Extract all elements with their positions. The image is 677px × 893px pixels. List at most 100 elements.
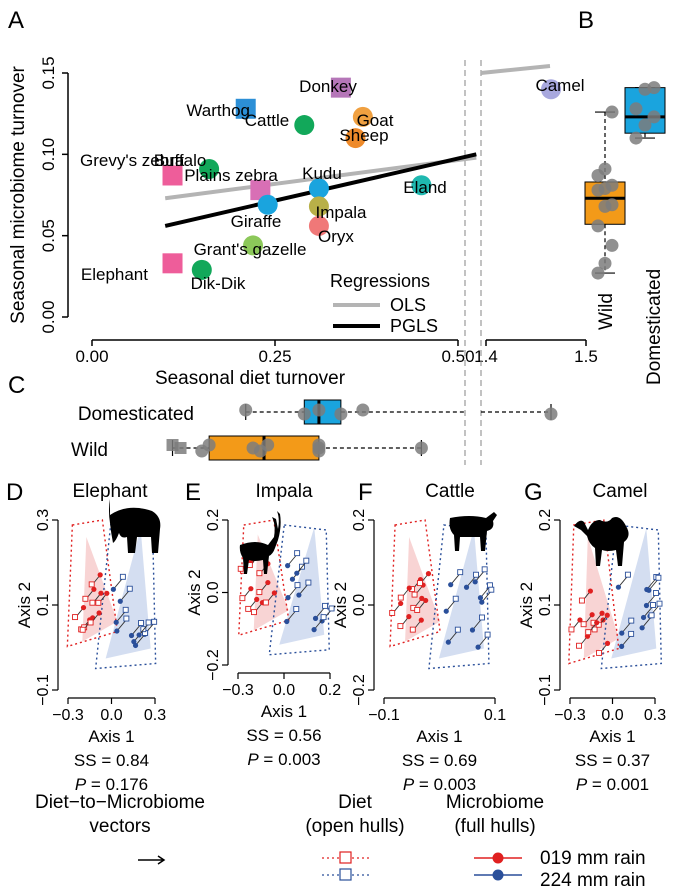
a-x-tick-label: 0.25 bbox=[258, 347, 291, 366]
ord-diet-blue bbox=[648, 612, 655, 619]
c-point-wild bbox=[261, 438, 275, 452]
legend-rain-high: 224 mm rain bbox=[540, 870, 646, 891]
ord-micro-blue bbox=[285, 563, 291, 569]
point-dik-dik bbox=[191, 259, 212, 280]
point-grevy-s-zebra bbox=[162, 165, 183, 186]
ord-hull-red-open bbox=[66, 519, 119, 648]
ord-micro-blue bbox=[311, 627, 317, 633]
point-label: Camel bbox=[535, 76, 584, 95]
ord-diet-red bbox=[239, 595, 246, 602]
ord-x-tick-label: −0.3 bbox=[554, 707, 586, 724]
ord-p-stat: P = 0.003 bbox=[247, 750, 320, 769]
ord-micro-red bbox=[594, 620, 600, 626]
camel-silhouette-icon bbox=[574, 517, 629, 566]
legend-micro-label: Microbiome bbox=[446, 792, 544, 813]
ord-x-tick-label: −0.3 bbox=[52, 707, 84, 724]
ord-micro-blue bbox=[479, 599, 485, 605]
ord-y-axis-title: Axis 2 bbox=[15, 582, 34, 628]
legend-pgls-label: PGLS bbox=[390, 316, 438, 336]
ord-diet-blue bbox=[473, 571, 479, 578]
ord-y-tick-label: 0.1 bbox=[35, 594, 52, 616]
ord-micro-red bbox=[91, 586, 97, 592]
ord-hull-blue-open bbox=[94, 524, 157, 670]
point-label: Buffalo bbox=[154, 151, 207, 170]
ord-micro-red bbox=[587, 588, 594, 594]
ord-micro-blue bbox=[285, 595, 291, 601]
b-point-wild bbox=[598, 162, 612, 176]
legend-diet-label: Diet bbox=[338, 792, 373, 813]
ord-micro-blue bbox=[615, 584, 622, 590]
ord-diet-blue bbox=[119, 573, 126, 580]
ord-hull-blue-fill bbox=[279, 527, 325, 645]
ord-y-tick-label: 0.0 bbox=[205, 581, 222, 603]
ord-y-tick-label: −0.1 bbox=[537, 674, 554, 706]
ord-x-tick-label: −0.1 bbox=[368, 707, 400, 724]
ord-hull-blue-fill bbox=[438, 528, 484, 659]
legend-micro-red-symbol bbox=[492, 852, 504, 864]
a-x-tick-label: 0.00 bbox=[75, 347, 108, 366]
ord-diet-red bbox=[245, 605, 252, 612]
ord-micro-blue bbox=[284, 618, 290, 625]
legend-micro-blue-symbol bbox=[492, 869, 504, 881]
ord-diet-blue bbox=[656, 600, 663, 607]
panel-cattle-title: Cattle bbox=[425, 481, 475, 502]
ord-p-stat: P = 0.001 bbox=[576, 775, 649, 794]
ord-diet-red bbox=[417, 580, 423, 587]
legend-vector-arrow-icon bbox=[138, 855, 166, 865]
ord-diet-blue bbox=[123, 615, 130, 622]
ord-diet-blue bbox=[138, 620, 144, 626]
ord-diet-blue bbox=[145, 619, 152, 626]
ord-micro-red bbox=[577, 617, 583, 623]
ord-y-tick-label: 0.2 bbox=[205, 509, 222, 531]
p-value: = 0.003 bbox=[259, 750, 321, 769]
a-x-tick-label-right: 1.5 bbox=[574, 347, 598, 366]
ord-diet-red bbox=[87, 619, 94, 626]
ord-diet-red bbox=[256, 589, 263, 596]
ord-diet-red bbox=[95, 599, 102, 606]
ord-y-tick-label: 0.3 bbox=[35, 509, 52, 531]
a-y-tick-label: 0.00 bbox=[39, 300, 58, 333]
c-point-wild bbox=[202, 438, 216, 452]
ord-x-axis-title: Axis 1 bbox=[589, 727, 635, 746]
c-point-domesticated bbox=[297, 407, 311, 421]
ord-micro-red bbox=[265, 579, 271, 586]
ord-micro-blue bbox=[619, 643, 625, 649]
ord-micro-blue bbox=[619, 630, 625, 636]
b-point-wild bbox=[605, 105, 619, 119]
p-value: = 0.003 bbox=[414, 775, 476, 794]
b-point-domesticated bbox=[629, 131, 643, 145]
ord-diet-red bbox=[411, 591, 418, 598]
ord-micro-red bbox=[398, 600, 404, 607]
ord-y-tick-label: −0.1 bbox=[35, 674, 52, 706]
point-label: Elephant bbox=[81, 265, 148, 284]
b-point-wild bbox=[598, 256, 612, 270]
ord-diet-blue bbox=[140, 626, 147, 633]
ord-diet-red bbox=[237, 565, 244, 572]
point-label: Goat bbox=[357, 111, 394, 130]
ord-x-tick-label: 0.3 bbox=[644, 707, 666, 724]
ord-micro-red bbox=[406, 585, 412, 591]
ord-diet-blue bbox=[484, 631, 491, 638]
ord-diet-blue bbox=[328, 605, 335, 612]
b-point-wild bbox=[591, 219, 605, 233]
elephant-silhouette-icon bbox=[109, 499, 161, 553]
ord-micro-red bbox=[80, 604, 87, 611]
ord-diet-blue bbox=[655, 574, 662, 581]
regression-ols-line-right bbox=[480, 64, 551, 75]
c-label-wild: Wild bbox=[71, 440, 108, 461]
p-symbol: P bbox=[576, 775, 588, 794]
ord-diet-blue bbox=[653, 590, 659, 596]
legend-diet-red-symbol bbox=[339, 851, 352, 864]
ord-micro-blue bbox=[463, 584, 470, 590]
ord-micro-blue bbox=[128, 632, 135, 639]
panel-elephant-title: Elephant bbox=[72, 481, 148, 502]
point-label: Plains zebra bbox=[184, 166, 278, 185]
b-point-wild bbox=[605, 198, 619, 212]
ord-micro-blue bbox=[312, 615, 319, 621]
legend-micro-label-2: (full hulls) bbox=[454, 816, 535, 837]
c-label-domesticated: Domesticated bbox=[78, 404, 194, 425]
ord-diet-red bbox=[576, 642, 582, 649]
ord-p-stat: P = 0.176 bbox=[75, 775, 148, 794]
ord-micro-red bbox=[599, 610, 605, 616]
point-donkey bbox=[330, 77, 351, 98]
